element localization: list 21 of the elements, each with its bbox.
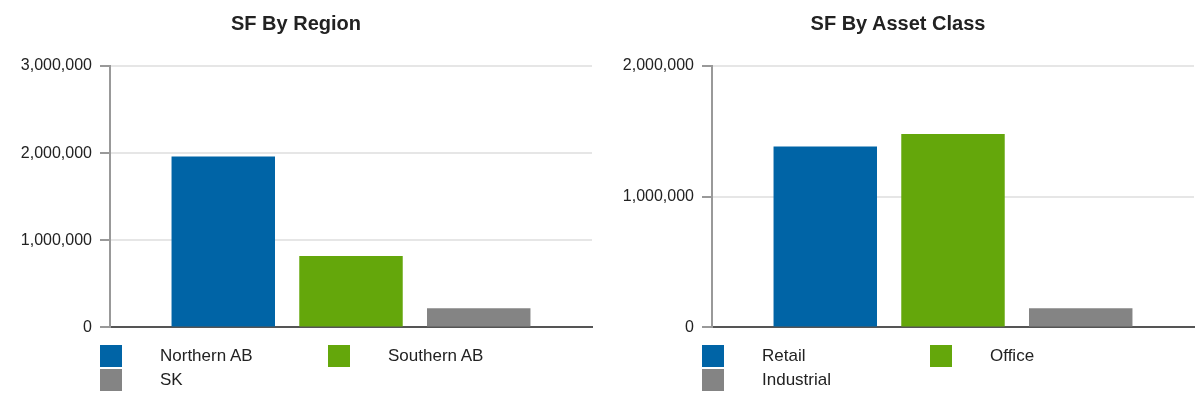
chart-title: SF By Region [230,11,362,34]
y-tick-label: 1,000,000 [20,230,93,248]
y-tick-label: 0 [83,317,93,335]
legend-label: SK [160,370,183,390]
legend-label: Office [990,346,1035,366]
y-tick-label: 2,000,000 [622,56,695,74]
legend-label: Southern AB [388,346,484,366]
y-tick-label: 2,000,000 [20,143,93,161]
y-tick-label: 1,000,000 [622,187,695,205]
bar [427,308,531,327]
y-tick-label: 3,000,000 [20,56,93,74]
chart-title: SF By Asset Class [810,11,986,34]
y-tick-label: 0 [685,317,695,335]
bar [901,133,1005,327]
legend-label: Industrial [762,370,831,390]
bar [299,255,403,327]
bar [171,156,275,327]
legend-label: Retail [762,346,806,366]
bar [773,146,877,327]
legend-label: Northern AB [160,346,253,366]
bar [1029,308,1133,327]
